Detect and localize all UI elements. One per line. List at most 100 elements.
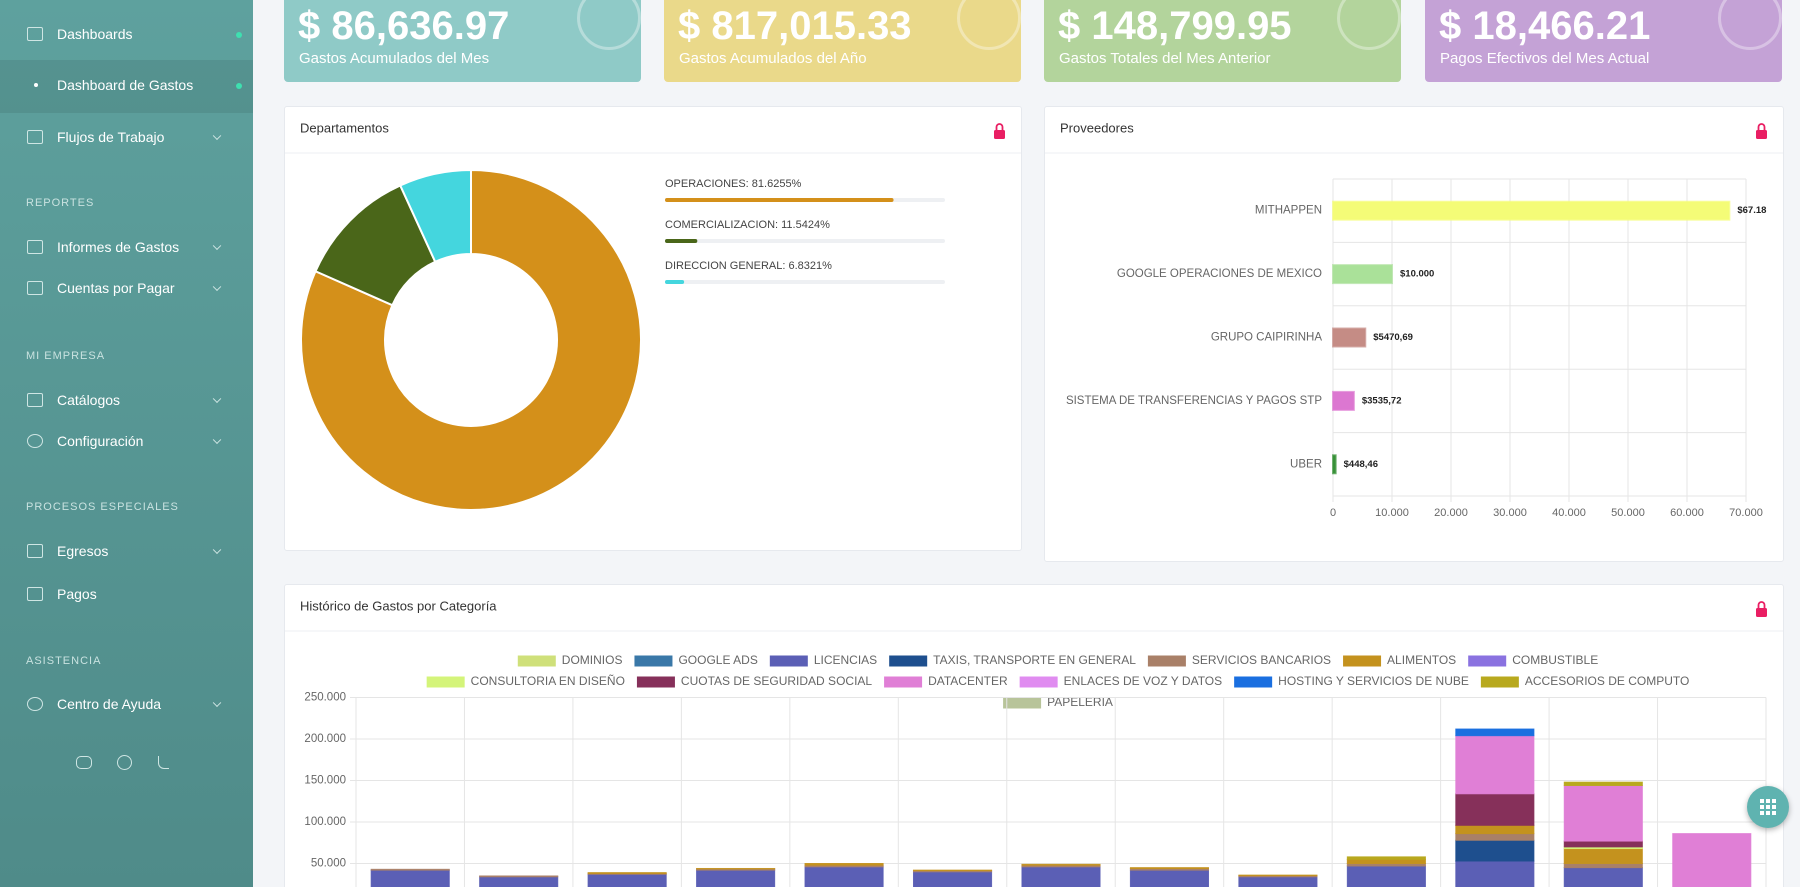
section-heading: PROCESOS ESPECIALES (26, 501, 179, 513)
legend-label: CUOTAS DE SEGURIDAD SOCIAL (681, 674, 872, 688)
x-tick-label: 60.000 (1670, 507, 1704, 519)
bar-segment (1021, 866, 1101, 887)
nav-item[interactable]: Flujos de Trabajo (57, 129, 165, 145)
x-tick-label: 70.000 (1729, 507, 1763, 519)
bar-segment (804, 866, 884, 887)
chevron (212, 394, 222, 404)
bar-segment (1563, 863, 1643, 869)
chat-icon[interactable] (76, 756, 92, 769)
legend-item: CUOTAS DE SEGURIDAD SOCIAL (636, 674, 872, 688)
icon (27, 27, 43, 41)
bar-segment (1563, 784, 1643, 842)
legend-label: ACCESORIOS DE COMPUTO (1525, 674, 1689, 688)
lock-shackle (1757, 123, 1766, 130)
bar (1332, 454, 1337, 475)
nav-item[interactable]: Pagos (57, 586, 97, 602)
legend-swatch (884, 676, 923, 688)
sidebar: Dashboards Dashboard de Gastos Flujos de… (0, 0, 253, 887)
y-tick-label: SISTEMA DE TRANSFERENCIAS Y PAGOS STP (1066, 395, 1322, 407)
phone-icon[interactable] (158, 756, 169, 769)
y-tick-label: 50.000 (311, 858, 346, 870)
legend-label: DIRECCION GENERAL: 6.8321% (665, 260, 832, 272)
dot (34, 83, 38, 87)
bar-segment (1455, 824, 1535, 835)
icon (27, 130, 43, 144)
legend-label: CONSULTORIA EN DISEÑO (471, 674, 625, 688)
dot (236, 83, 242, 89)
legend-label: LICENCIAS (814, 653, 877, 667)
legend-label: COMERCIALIZACION: 11.5424% (665, 219, 830, 231)
lock-icon (994, 130, 1005, 139)
nav-item[interactable]: Configuración (57, 433, 144, 449)
icon (27, 544, 43, 558)
y-tick-label: GRUPO CAIPIRINHA (1211, 332, 1323, 344)
lock-icon (1756, 608, 1767, 617)
nav-item[interactable]: Cuentas por Pagar (57, 280, 175, 296)
panel-title: Proveedores (1060, 120, 1134, 135)
legend-item: COMBUSTIBLE (1468, 653, 1598, 667)
card-icon (1718, 0, 1782, 50)
stacked-bar-chart: Histórico de Gastos por Categoría DOMINIO… (285, 598, 1783, 887)
lock-shackle (1757, 601, 1766, 608)
bar-segment (1346, 865, 1426, 887)
legend-swatch (426, 676, 465, 688)
legend-item: LICENCIAS (769, 653, 877, 667)
nav-item[interactable]: Informes de Gastos (57, 239, 180, 255)
legend-swatch (1003, 697, 1042, 709)
y-tick-label: UBER (1290, 458, 1322, 470)
apps-button[interactable] (1747, 786, 1789, 828)
stat-card: $ 817,015.33 Gastos Acumulados del Año (664, 0, 1021, 82)
nav-item[interactable]: Dashboard de Gastos (57, 77, 194, 93)
bar-segment (1455, 735, 1535, 795)
pie-slice (398, 168, 472, 264)
chevron (212, 241, 222, 251)
bar (1332, 200, 1731, 221)
bar-segment (1455, 793, 1535, 826)
panel: Histórico de Gastos por Categoría DOMINIO… (284, 584, 1784, 887)
legend-swatch (634, 655, 673, 667)
bar-segment (370, 869, 450, 887)
stat-card: $ 148,799.95 Gastos Totales del Mes Anter… (1044, 0, 1401, 82)
legend-swatch (636, 676, 675, 688)
active-row (0, 60, 253, 113)
x-tick-label: 40.000 (1552, 507, 1586, 519)
value-label: $10.000 (1400, 269, 1434, 280)
x-tick-label: 10.000 (1375, 507, 1409, 519)
legend-label: HOSTING Y SERVICIOS DE NUBE (1278, 674, 1469, 688)
legend-swatch (1019, 676, 1058, 688)
legend-swatch (517, 655, 556, 667)
bar-segment (1129, 867, 1210, 869)
globe-icon[interactable] (117, 755, 132, 770)
nav-item[interactable]: Centro de Ayuda (57, 696, 162, 712)
legend-swatch (889, 655, 928, 667)
card-icon (957, 0, 1021, 50)
legend-label: GOOGLE ADS (678, 653, 757, 667)
section-heading: ASISTENCIA (26, 655, 102, 667)
bar-segment (479, 876, 559, 887)
nav-item[interactable]: Egresos (57, 543, 109, 559)
chevron (212, 435, 222, 445)
bar-segment (587, 873, 667, 887)
lock-icon (1756, 130, 1767, 139)
legend-swatch (1343, 655, 1382, 667)
value-label: $448,46 (1344, 459, 1378, 470)
legend-label: DATACENTER (928, 674, 1008, 688)
legend-label: SERVICIOS BANCARIOS (1192, 653, 1331, 667)
x-tick-label: 50.000 (1611, 507, 1645, 519)
nav-item[interactable]: Dashboards (57, 26, 133, 42)
bar-chart: Proveedores 0 10.000 20.000 30.000 40.000 50.0… (1045, 120, 1783, 519)
y-tick-label: 250.000 (304, 692, 346, 704)
legend-label: OPERACIONES: 81.6255% (665, 178, 802, 190)
bar-segment (1455, 833, 1535, 841)
apps-icon (1760, 799, 1776, 815)
bar-segment (912, 871, 993, 887)
value-label: $67.18 (1737, 205, 1766, 216)
bar (1332, 390, 1355, 411)
legend-item: GOOGLE ADS (634, 653, 758, 667)
card-label: Gastos Acumulados del Mes (299, 50, 490, 67)
legend-swatch (769, 655, 808, 667)
x-tick-label: 20.000 (1434, 507, 1468, 519)
value-label: $3535,72 (1362, 395, 1402, 406)
nav-item[interactable]: Catálogos (57, 392, 121, 408)
legend-item: ENLACES DE VOZ Y DATOS (1019, 674, 1222, 688)
